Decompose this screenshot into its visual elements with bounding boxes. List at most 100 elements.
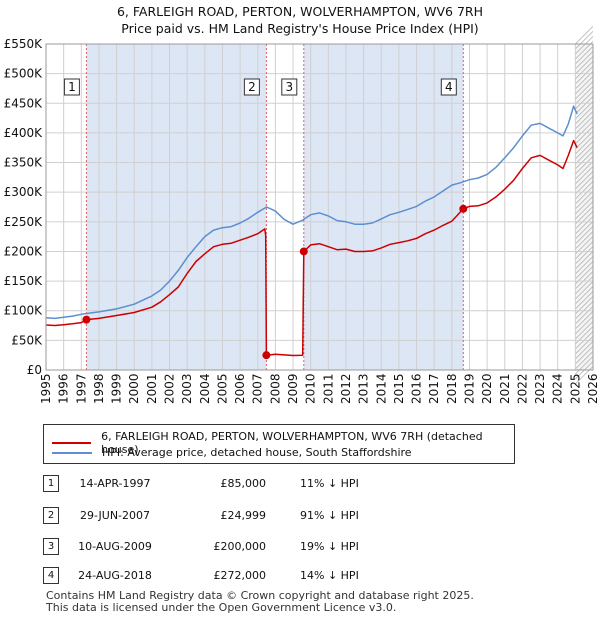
hatch-line [575, 256, 594, 275]
transaction-price: £200,000 [213, 540, 267, 553]
sale-marker-label: 1 [68, 80, 76, 94]
hatch-line [575, 206, 594, 225]
x-tick-label: 2012 [339, 373, 353, 404]
sale-marker-box [281, 78, 298, 96]
x-tick-label: 1995 [39, 373, 53, 404]
transaction-number: 1 [43, 475, 59, 492]
transaction-date: 14-APR-1997 [79, 477, 151, 490]
sale-marker-box [63, 78, 80, 96]
transaction-hpi: 14% ↓ HPI [300, 569, 359, 582]
y-tick-label: £250K [4, 215, 44, 229]
x-tick-label: 2006 [233, 373, 247, 404]
transaction-price: £24,999 [220, 509, 267, 522]
hatch-line [575, 146, 594, 165]
hatch-line [575, 126, 594, 145]
x-tick-label: 2004 [198, 373, 212, 404]
transaction-date: 24-AUG-2018 [78, 569, 152, 582]
hatch-line [575, 81, 594, 100]
x-tick-label: 2015 [392, 373, 406, 404]
x-tick-label: 2022 [515, 373, 529, 404]
hatch-line [575, 111, 594, 130]
hatch-line [575, 316, 594, 335]
transaction-hpi: 19% ↓ HPI [300, 540, 359, 553]
hatch-line [575, 211, 594, 230]
x-tick-label: 2008 [268, 373, 282, 404]
hatch-line [575, 166, 594, 185]
y-tick-label: £0 [27, 363, 42, 377]
transaction-date: 29-JUN-2007 [79, 509, 151, 522]
sale-marker-box [440, 78, 457, 96]
hatch-line [575, 281, 594, 300]
legend-swatch-price [52, 442, 92, 444]
x-tick-label: 2017 [427, 373, 441, 404]
x-tick-label: 2016 [410, 373, 424, 404]
x-tick-label: 2001 [145, 373, 159, 404]
hatch-line [575, 246, 594, 265]
hatch-line [575, 291, 594, 310]
x-tick-label: 2021 [498, 373, 512, 404]
x-tick-label: 2007 [251, 373, 265, 404]
sale-marker-label: 4 [445, 80, 453, 94]
x-tick-label: 2013 [357, 373, 371, 404]
x-tick-label: 2023 [533, 373, 547, 404]
ownership-shade [303, 44, 464, 370]
hatch-line [575, 96, 594, 115]
sale-point [82, 315, 91, 324]
transaction-number: 2 [43, 507, 59, 524]
hatch-line [575, 161, 594, 180]
sale-point [262, 351, 271, 360]
hatch-line [575, 61, 594, 80]
hatch-line [575, 186, 594, 205]
x-tick-label: 2020 [480, 373, 494, 404]
price-chart: 1 2 3 4 £0 £50K £100K £150K £200K £250K £300K £350… [4, 26, 600, 404]
chart-title-line2: Price paid vs. HM Land Registry's House … [121, 21, 479, 36]
y-tick-label: £400K [4, 126, 44, 140]
x-tick-label: 2000 [127, 373, 141, 404]
x-tick-label: 2014 [374, 373, 388, 404]
hatch-line [575, 271, 594, 290]
transaction-hpi: 91% ↓ HPI [300, 509, 359, 522]
hatch-line [575, 306, 594, 325]
hatch-line [575, 121, 594, 140]
hatch-line [575, 366, 594, 385]
hatch-line [575, 351, 594, 370]
ownership-shade [86, 44, 267, 370]
y-tick-label: £100K [4, 304, 44, 318]
x-tick-label: 2005 [215, 373, 229, 404]
footer: Contains HM Land Registry data © Crown c… [46, 590, 474, 614]
hatch-line [575, 311, 594, 330]
hatch-line [575, 231, 594, 250]
hatch-line [575, 66, 594, 85]
x-tick-label: 1999 [110, 373, 124, 404]
y-tick-label: £50K [11, 333, 43, 347]
hatch-line [575, 226, 594, 245]
x-tick-label: 1996 [57, 373, 71, 404]
hatch-line [575, 301, 594, 320]
x-tick-label: 2026 [586, 373, 600, 404]
hatch-line [575, 26, 594, 45]
series-line [45, 105, 578, 320]
transaction-price: £85,000 [220, 477, 267, 490]
hatch-line [575, 141, 594, 160]
hatch-line [575, 131, 594, 150]
hatch-line [575, 101, 594, 120]
hatch-line [575, 36, 594, 55]
hatch-line [575, 106, 594, 125]
y-tick-label: £550K [4, 37, 44, 51]
x-tick-label: 2018 [445, 373, 459, 404]
hatch-line [575, 221, 594, 240]
chart-title-line1: 6, FARLEIGH ROAD, PERTON, WOLVERHAMPTON,… [116, 4, 484, 19]
hatch-line [575, 91, 594, 110]
hatch-line [575, 31, 594, 50]
legend-item-price: 6, FARLEIGH ROAD, PERTON, WOLVERHAMPTON,… [52, 430, 514, 456]
plot-frame [45, 43, 594, 371]
hatch-line [575, 336, 594, 355]
x-tick-label: 2002 [163, 373, 177, 404]
legend: 6, FARLEIGH ROAD, PERTON, WOLVERHAMPTON,… [43, 424, 515, 464]
y-tick-label: £350K [4, 156, 44, 170]
y-tick-label: £200K [4, 244, 44, 258]
legend-swatch-hpi [52, 451, 92, 454]
transaction-date: 10-AUG-2009 [78, 540, 152, 553]
hatch-line [575, 176, 594, 195]
hatch-line [575, 56, 594, 75]
